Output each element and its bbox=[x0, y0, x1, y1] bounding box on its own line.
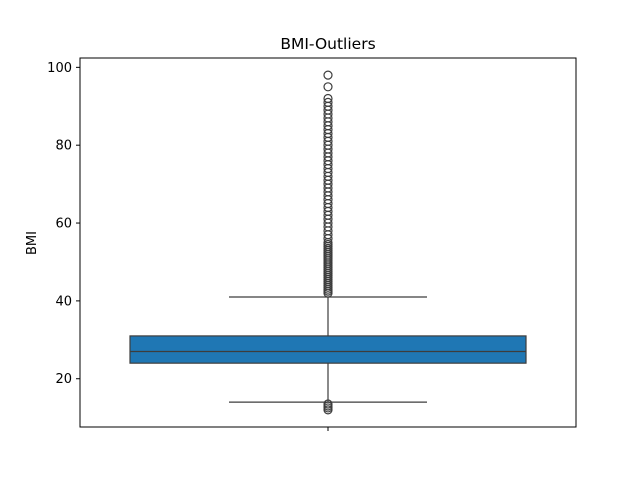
outlier-point bbox=[323, 82, 333, 92]
outlier-point bbox=[323, 70, 333, 80]
chart-title: BMI-Outliers bbox=[280, 35, 375, 53]
y-tick-label: 80 bbox=[55, 139, 72, 154]
outlier-point bbox=[323, 93, 333, 104]
y-tick-label: 60 bbox=[55, 217, 72, 232]
iqr-box bbox=[129, 335, 527, 364]
plot-area: 20 40 60 80 100 bbox=[47, 57, 577, 431]
outlier-point bbox=[323, 399, 333, 409]
y-axis-label: BMI bbox=[25, 231, 40, 255]
outlier-point bbox=[323, 97, 333, 107]
y-tick-label: 40 bbox=[55, 294, 72, 309]
y-tick-label: 20 bbox=[55, 372, 72, 387]
y-tick-label: 100 bbox=[47, 61, 72, 76]
